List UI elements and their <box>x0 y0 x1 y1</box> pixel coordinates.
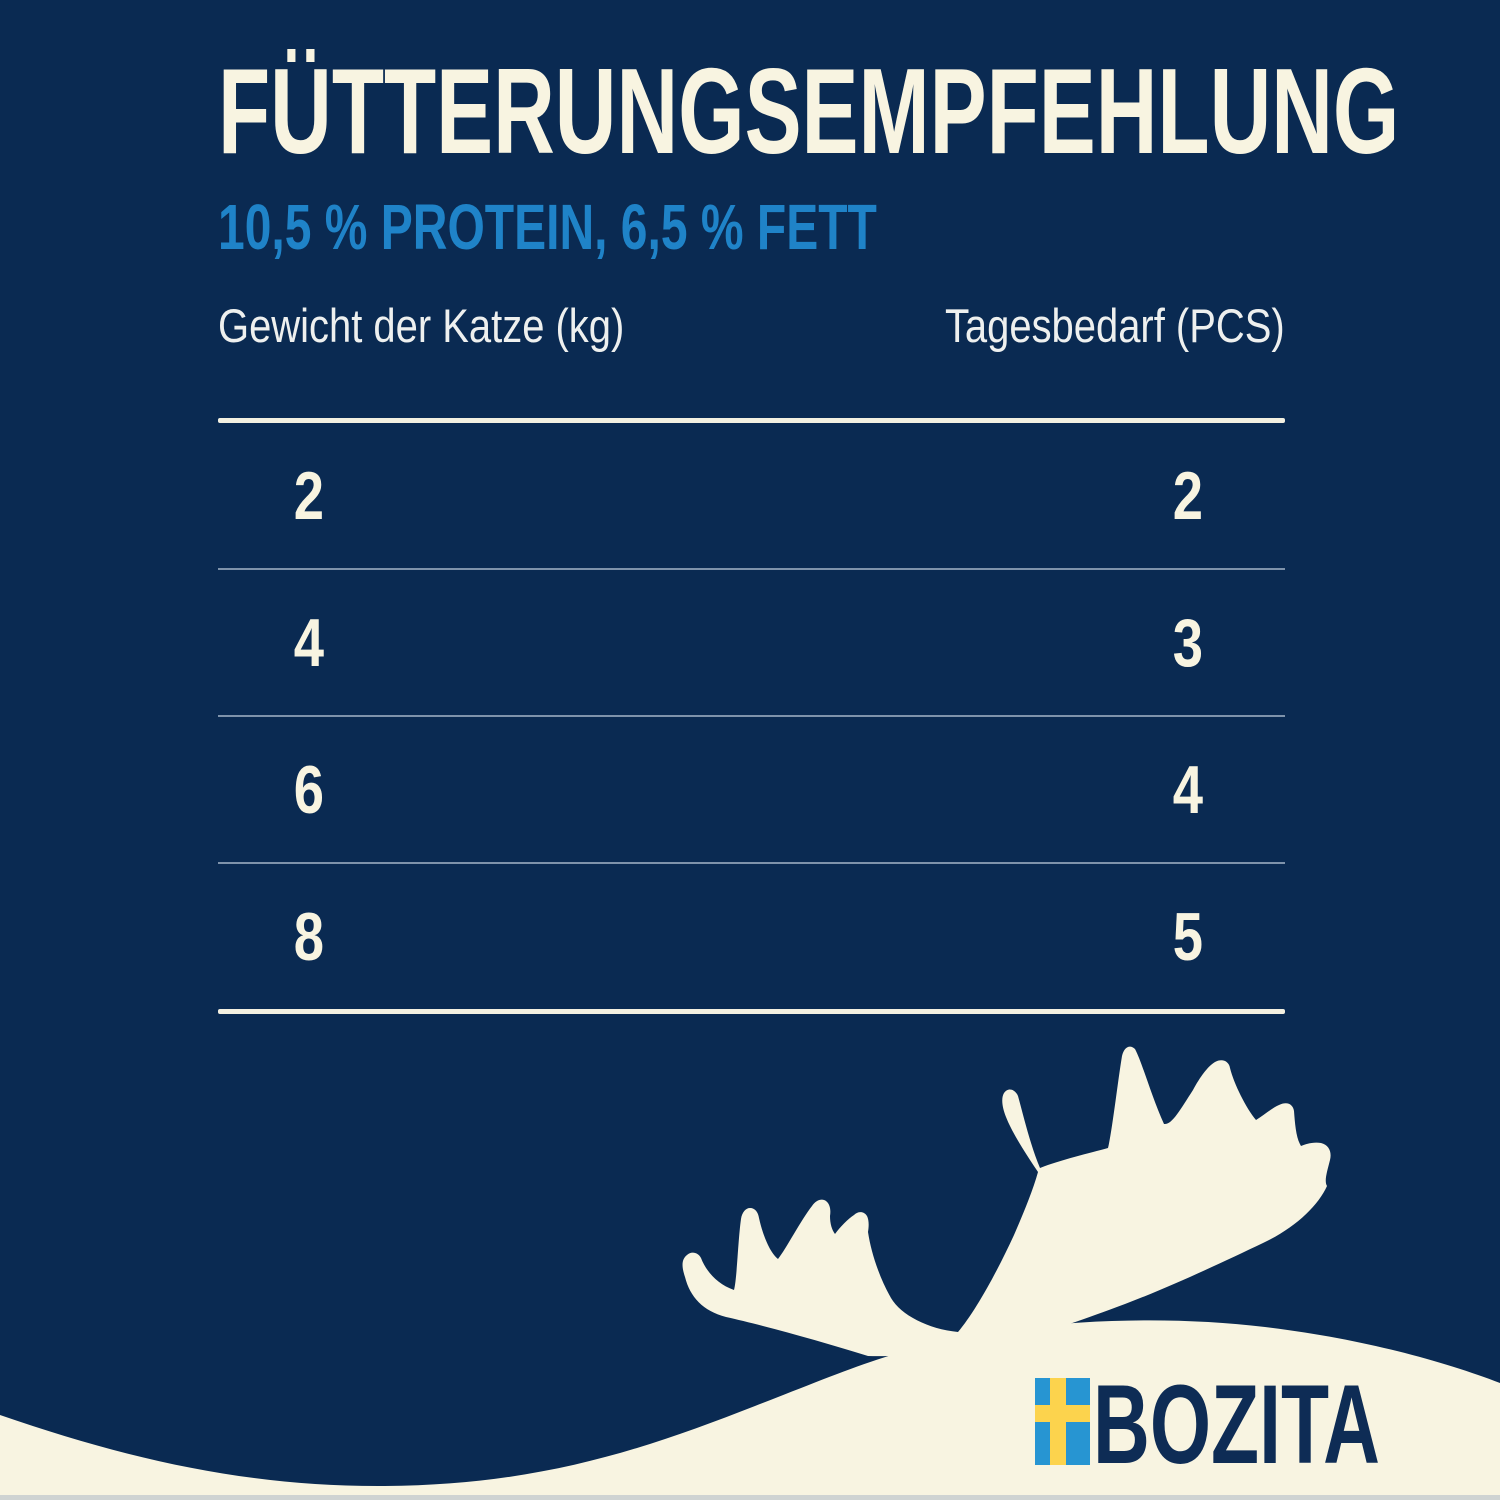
table-row: 8 5 <box>218 864 1285 1009</box>
table-header-row: Gewicht der Katze (kg) Tagesbedarf (PCS) <box>218 300 1285 418</box>
weight-value: 2 <box>293 457 325 534</box>
page-subtitle: 10,5 % PROTEIN, 6,5 % FETT <box>218 191 877 263</box>
column-header-daily: Tagesbedarf (PCS) <box>945 299 1285 352</box>
brand-name: BOZITA <box>1093 1362 1380 1487</box>
swedish-flag-icon <box>1035 1378 1090 1465</box>
daily-value: 5 <box>1172 898 1204 975</box>
moose-antler-silhouette <box>682 1046 1331 1357</box>
bozita-logo: BOZITA <box>1035 1362 1380 1487</box>
column-header-weight: Gewicht der Katze (kg) <box>218 299 625 352</box>
row-divider <box>218 568 1285 570</box>
table-row: 4 3 <box>218 570 1285 715</box>
daily-value: 2 <box>1172 457 1204 534</box>
feeding-table: Gewicht der Katze (kg) Tagesbedarf (PCS)… <box>218 300 1285 1014</box>
daily-value: 3 <box>1172 604 1204 681</box>
table-row: 2 2 <box>218 423 1285 568</box>
wave-shape <box>0 1320 1500 1500</box>
weight-value: 4 <box>293 604 325 681</box>
daily-value: 4 <box>1172 751 1204 828</box>
bottom-edge-line <box>0 1495 1500 1500</box>
row-divider <box>218 715 1285 717</box>
weight-value: 6 <box>293 751 325 828</box>
table-top-rule <box>218 418 1285 423</box>
table-row: 6 4 <box>218 717 1285 862</box>
weight-value: 8 <box>293 898 325 975</box>
row-divider <box>218 862 1285 864</box>
table-bottom-rule <box>218 1009 1285 1014</box>
page-title: FÜTTERUNGSEMPFEHLUNG <box>218 43 1400 179</box>
